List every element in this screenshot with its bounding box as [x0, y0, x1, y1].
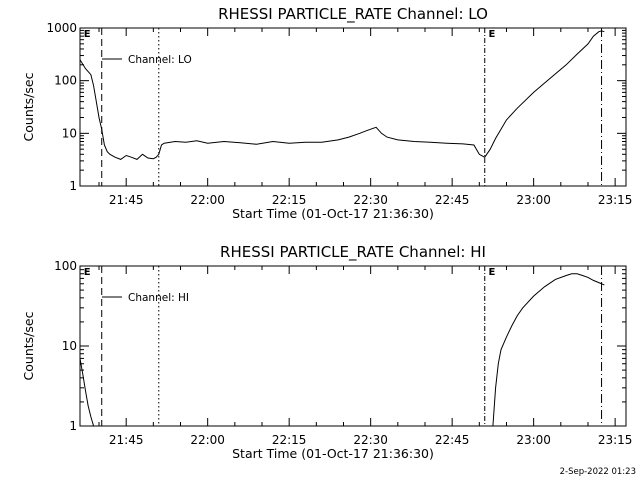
y-axis-label: Counts/sec [21, 72, 36, 141]
event-flag: E [84, 267, 91, 278]
y-tick-label: 100 [54, 74, 77, 88]
footer-date: 2-Sep-2022 01:23 [560, 467, 636, 477]
event-flag: E [84, 29, 91, 40]
y-tick-label: 10 [62, 126, 77, 140]
x-tick-label: 22:15 [272, 193, 307, 207]
y-tick-label: 100 [54, 259, 77, 273]
event-flag: E [488, 29, 495, 40]
x-tick-label: 23:15 [598, 193, 633, 207]
y-axis-label: Counts/sec [21, 311, 36, 380]
chart-title: RHESSI PARTICLE_RATE Channel: LO [218, 5, 488, 24]
panel-hi: RHESSI PARTICLE_RATE Channel: HI 21:45 22:… [21, 243, 632, 461]
legend-label: Channel: LO [128, 54, 192, 66]
x-tick-label: 23:00 [516, 433, 551, 447]
y-tick-label: 1 [69, 419, 77, 433]
panel-lo: RHESSI PARTICLE_RATE Channel: LO 21:45 22:… [21, 5, 632, 221]
x-tick-label: 22:15 [272, 433, 307, 447]
x-tick-label: 22:30 [353, 433, 388, 447]
legend-label: Channel: HI [128, 292, 189, 304]
series-line-1 [492, 273, 605, 426]
series-line-0 [80, 30, 605, 160]
x-tick-label: 22:00 [190, 433, 225, 447]
x-tick-label: 21:45 [109, 193, 144, 207]
x-tick-label: 22:45 [435, 193, 470, 207]
x-tick-label: 22:00 [190, 193, 225, 207]
plot-frame [79, 265, 627, 427]
x-tick-label: 22:45 [435, 433, 470, 447]
event-flag: E [488, 267, 495, 278]
x-tick-label: 23:15 [598, 433, 633, 447]
x-axis-label: Start Time (01-Oct-17 21:36:30) [232, 446, 434, 461]
y-tick-label: 10 [62, 339, 77, 353]
x-tick-label: 23:00 [516, 193, 551, 207]
series-line-0 [80, 358, 95, 426]
y-tick-label: 1000 [46, 21, 77, 35]
x-tick-label: 21:45 [109, 433, 144, 447]
x-axis-label: Start Time (01-Oct-17 21:36:30) [232, 206, 434, 221]
x-tick-label: 22:30 [353, 193, 388, 207]
plot-frame [79, 27, 627, 187]
y-tick-label: 1 [69, 179, 77, 193]
chart-title: RHESSI PARTICLE_RATE Channel: HI [220, 243, 486, 262]
